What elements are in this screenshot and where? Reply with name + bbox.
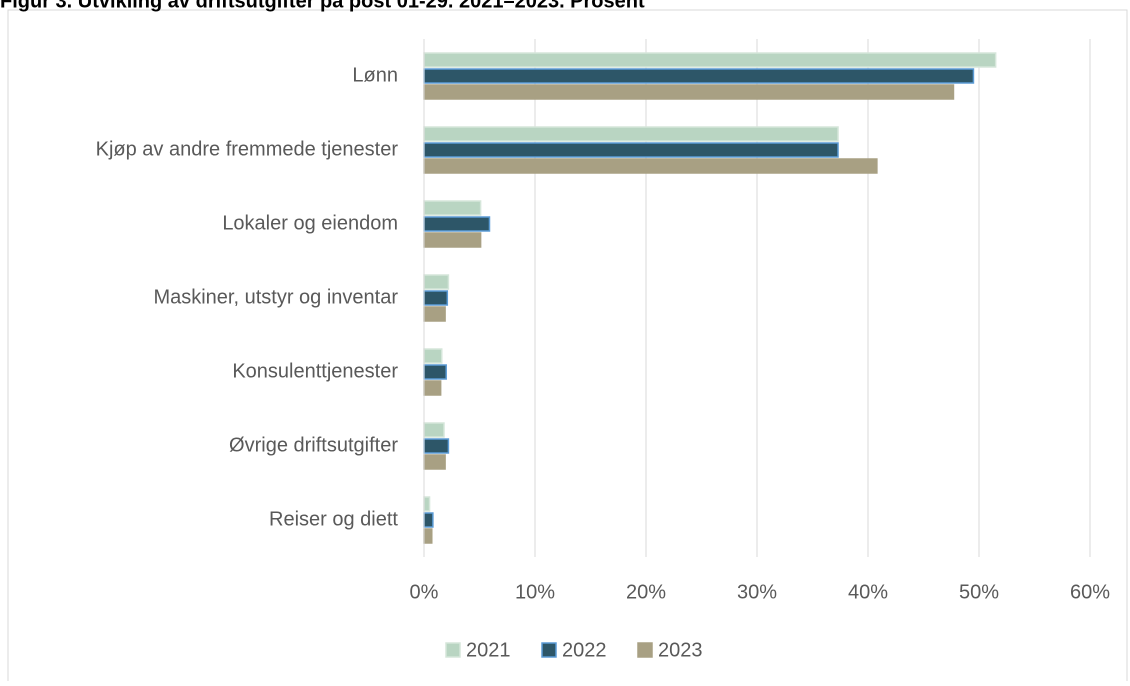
x-tick-label: 50%	[959, 581, 999, 603]
legend-swatch	[445, 642, 461, 658]
bar	[423, 380, 442, 396]
y-tick-label: Reiser og diett	[269, 508, 398, 530]
bar	[423, 438, 450, 454]
chart-title: Figur 3. Utvikling av driftsutgifter på …	[0, 0, 645, 12]
legend-label: 2021	[466, 639, 511, 661]
x-tick-label: 0%	[410, 581, 439, 603]
legend-label: 2022	[562, 639, 607, 661]
y-tick-label: Kjøp av andre fremmede tjenester	[96, 138, 399, 160]
bar	[423, 84, 955, 100]
x-tick-label: 40%	[848, 581, 888, 603]
bar	[423, 52, 997, 68]
bar	[423, 496, 431, 512]
y-tick-label: Øvrige driftsutgifter	[229, 434, 398, 456]
chart-border	[7, 9, 1128, 686]
legend-swatch	[541, 642, 557, 658]
bar	[423, 274, 450, 290]
bar	[423, 454, 446, 470]
y-tick-label: Lokaler og eiendom	[222, 212, 398, 234]
bar	[423, 512, 434, 528]
bar	[423, 68, 975, 84]
legend-label: 2023	[658, 639, 703, 661]
bar	[423, 142, 839, 158]
bar	[423, 126, 839, 142]
bar	[423, 422, 445, 438]
x-tick-label: 30%	[737, 581, 777, 603]
y-tick-label: Maskiner, utstyr og inventar	[153, 286, 398, 308]
x-tick-label: 20%	[626, 581, 666, 603]
bar	[423, 364, 447, 380]
x-tick-label: 10%	[515, 581, 555, 603]
bar	[423, 158, 878, 174]
bar	[423, 290, 449, 306]
bar	[423, 232, 482, 248]
legend-swatch	[637, 642, 653, 658]
y-tick-label: Lønn	[352, 64, 398, 86]
x-tick-label: 60%	[1070, 581, 1110, 603]
bar	[423, 306, 446, 322]
bar	[423, 200, 482, 216]
bar	[423, 216, 491, 232]
y-tick-label: Konsulenttjenester	[232, 360, 398, 382]
bar	[423, 528, 433, 544]
bar	[423, 348, 443, 364]
